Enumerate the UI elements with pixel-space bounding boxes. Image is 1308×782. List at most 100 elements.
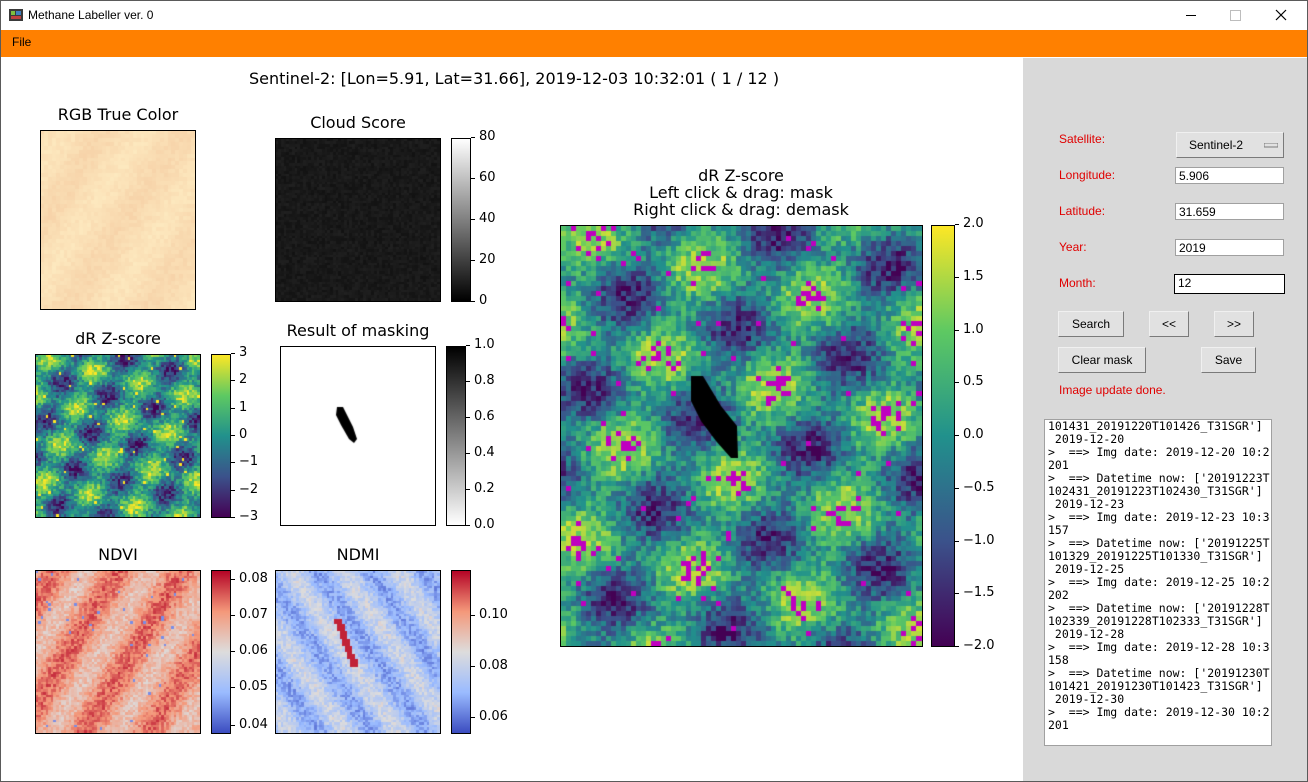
- satellite-select[interactable]: Sentinel-2: [1176, 132, 1284, 158]
- next-button[interactable]: >>: [1214, 311, 1254, 337]
- longitude-field[interactable]: 5.906: [1175, 167, 1284, 184]
- log-line: > ==> Datetime now: ['20191223T: [1048, 471, 1270, 485]
- previous-button[interactable]: <<: [1149, 311, 1189, 337]
- cloud-score-raster: [276, 139, 440, 301]
- colorbar-tick-label: 60: [471, 170, 496, 185]
- control-panel: Satellite: Sentinel-2 Longitude: 5.906 L…: [1023, 58, 1307, 781]
- dr-zscore-large-title-line2: Left click & drag: mask: [649, 183, 833, 202]
- log-line: > ==> Img date: 2019-12-28 10:3: [1048, 640, 1270, 654]
- mask-result-colorbar: [446, 346, 466, 526]
- figure-main-title: Sentinel-2: [Lon=5.91, Lat=31.66], 2019-…: [248, 69, 780, 88]
- mask-result-image: [280, 346, 436, 526]
- rgb-image: [40, 130, 196, 310]
- log-line: > ==> Img date: 2019-12-30 10:2: [1048, 705, 1270, 719]
- title-bar: Methane Labeller ver. 0: [1, 1, 1307, 30]
- colorbar-tick-label: 0.2: [466, 481, 495, 496]
- menu-file[interactable]: File: [12, 35, 32, 49]
- colorbar-tick-label: 0.6: [466, 409, 495, 424]
- close-icon: [1275, 9, 1287, 21]
- minimize-button[interactable]: [1168, 1, 1214, 30]
- dropdown-indicator-icon: [1264, 143, 1278, 148]
- colorbar-tick-label: 0.06: [231, 643, 268, 658]
- colorbar-tick-label: −1.5: [955, 585, 995, 601]
- colorbar-tick-label: −2: [230, 481, 259, 497]
- month-field[interactable]: 12: [1174, 274, 1285, 294]
- colorbar-tick-label: 20: [471, 252, 496, 267]
- latitude-field[interactable]: 31.659: [1175, 203, 1284, 220]
- ndmi-raster: [276, 571, 440, 733]
- log-output[interactable]: 101431_20191220T101426_T31SGR'] 2019-12-…: [1044, 419, 1272, 746]
- maximize-icon: [1230, 10, 1241, 21]
- colorbar-tick-label: −2.0: [955, 638, 995, 653]
- log-line: 101421_20191230T101423_T31SGR']: [1048, 679, 1263, 693]
- colorbar-tick-label: −0.5: [955, 479, 995, 495]
- rgb-title: RGB True Color: [57, 105, 179, 124]
- app-icon: [9, 9, 23, 21]
- colorbar-tick-label: 2.0: [955, 216, 984, 231]
- colorbar-tick-label: 3: [230, 345, 248, 360]
- save-button[interactable]: Save: [1201, 347, 1256, 373]
- dr-zscore-large-raster[interactable]: [561, 226, 922, 646]
- colorbar-tick-label: 0.08: [471, 657, 508, 673]
- search-button[interactable]: Search: [1058, 311, 1124, 337]
- dr-zscore-large-title-line3: Right click & drag: demask: [633, 200, 849, 219]
- year-label: Year:: [1059, 240, 1087, 254]
- colorbar-tick-label: 0.5: [955, 374, 984, 390]
- longitude-label: Longitude:: [1059, 168, 1116, 182]
- ndmi-image: [275, 570, 441, 734]
- close-button[interactable]: [1259, 1, 1305, 30]
- log-line: 2019-12-30: [1048, 692, 1125, 706]
- ndmi-colorbar: [451, 570, 471, 734]
- dr-zscore-large-title: dR Z-score Left click & drag: mask Right…: [549, 167, 933, 218]
- colorbar-tick-label: 0.10: [471, 606, 508, 622]
- log-line: > ==> Img date: 2019-12-25 10:2: [1048, 575, 1270, 589]
- colorbar-tick-label: 0.04: [231, 716, 268, 732]
- ndvi-raster: [36, 571, 200, 733]
- ndvi-image: [35, 570, 201, 734]
- colorbar-tick-label: 0: [230, 427, 248, 442]
- colorbar-tick-label: 2: [230, 372, 248, 388]
- year-field[interactable]: 2019: [1175, 239, 1284, 256]
- latitude-label: Latitude:: [1059, 204, 1106, 218]
- colorbar-tick-label: 0.8: [466, 373, 495, 388]
- menu-bar: File: [1, 30, 1307, 57]
- clear-mask-button[interactable]: Clear mask: [1058, 347, 1146, 373]
- colorbar-tick-label: 0.05: [231, 679, 268, 695]
- figure-canvas: Sentinel-2: [Lon=5.91, Lat=31.66], 2019-…: [4, 58, 1023, 778]
- colorbar-tick-label: 0: [470, 293, 488, 308]
- dr-zscore-small-colorbar: [211, 354, 231, 518]
- log-line: > ==> Img date: 2019-12-20 10:2: [1048, 445, 1270, 459]
- log-line: 102431_20191223T102430_T31SGR']: [1048, 484, 1263, 498]
- ndmi-title: NDMI: [336, 545, 380, 564]
- cloud-score-title: Cloud Score: [310, 113, 406, 132]
- satellite-select-value: Sentinel-2: [1189, 138, 1244, 152]
- log-line: > ==> Datetime now: ['20191225T: [1048, 536, 1270, 550]
- colorbar-tick-label: −1.0: [955, 532, 995, 548]
- dr-zscore-small-raster: [36, 355, 200, 517]
- log-line: 158: [1048, 653, 1069, 667]
- colorbar-tick-label: 0.0: [955, 427, 984, 442]
- log-line: > ==> Datetime now: ['20191228T: [1048, 601, 1270, 615]
- colorbar-tick-label: 1.0: [955, 321, 984, 337]
- dr-zscore-large-image[interactable]: [560, 225, 923, 647]
- ndvi-title: NDVI: [98, 545, 138, 564]
- log-line: 157: [1048, 523, 1069, 537]
- log-line: 2019-12-23: [1048, 497, 1125, 511]
- dr-zscore-large-colorbar: [931, 225, 955, 647]
- window-title: Methane Labeller ver. 0: [28, 8, 154, 22]
- colorbar-tick-label: 0.07: [231, 606, 268, 622]
- maximize-button[interactable]: [1213, 1, 1259, 30]
- cloud-score-colorbar: [451, 138, 471, 302]
- mask-result-title: Result of masking: [286, 321, 430, 340]
- log-line: 201: [1048, 718, 1069, 732]
- log-line: 202: [1048, 588, 1069, 602]
- log-line: > ==> Img date: 2019-12-23 10:3: [1048, 510, 1270, 524]
- log-line: 201: [1048, 458, 1069, 472]
- colorbar-tick-label: −3: [230, 509, 259, 524]
- log-line: 2019-12-20: [1048, 432, 1125, 446]
- log-line: 101431_20191220T101426_T31SGR']: [1048, 419, 1263, 433]
- log-line: 102339_20191228T102333_T31SGR']: [1048, 614, 1263, 628]
- colorbar-tick-label: 40: [471, 211, 496, 226]
- colorbar-tick-label: −1: [230, 454, 259, 470]
